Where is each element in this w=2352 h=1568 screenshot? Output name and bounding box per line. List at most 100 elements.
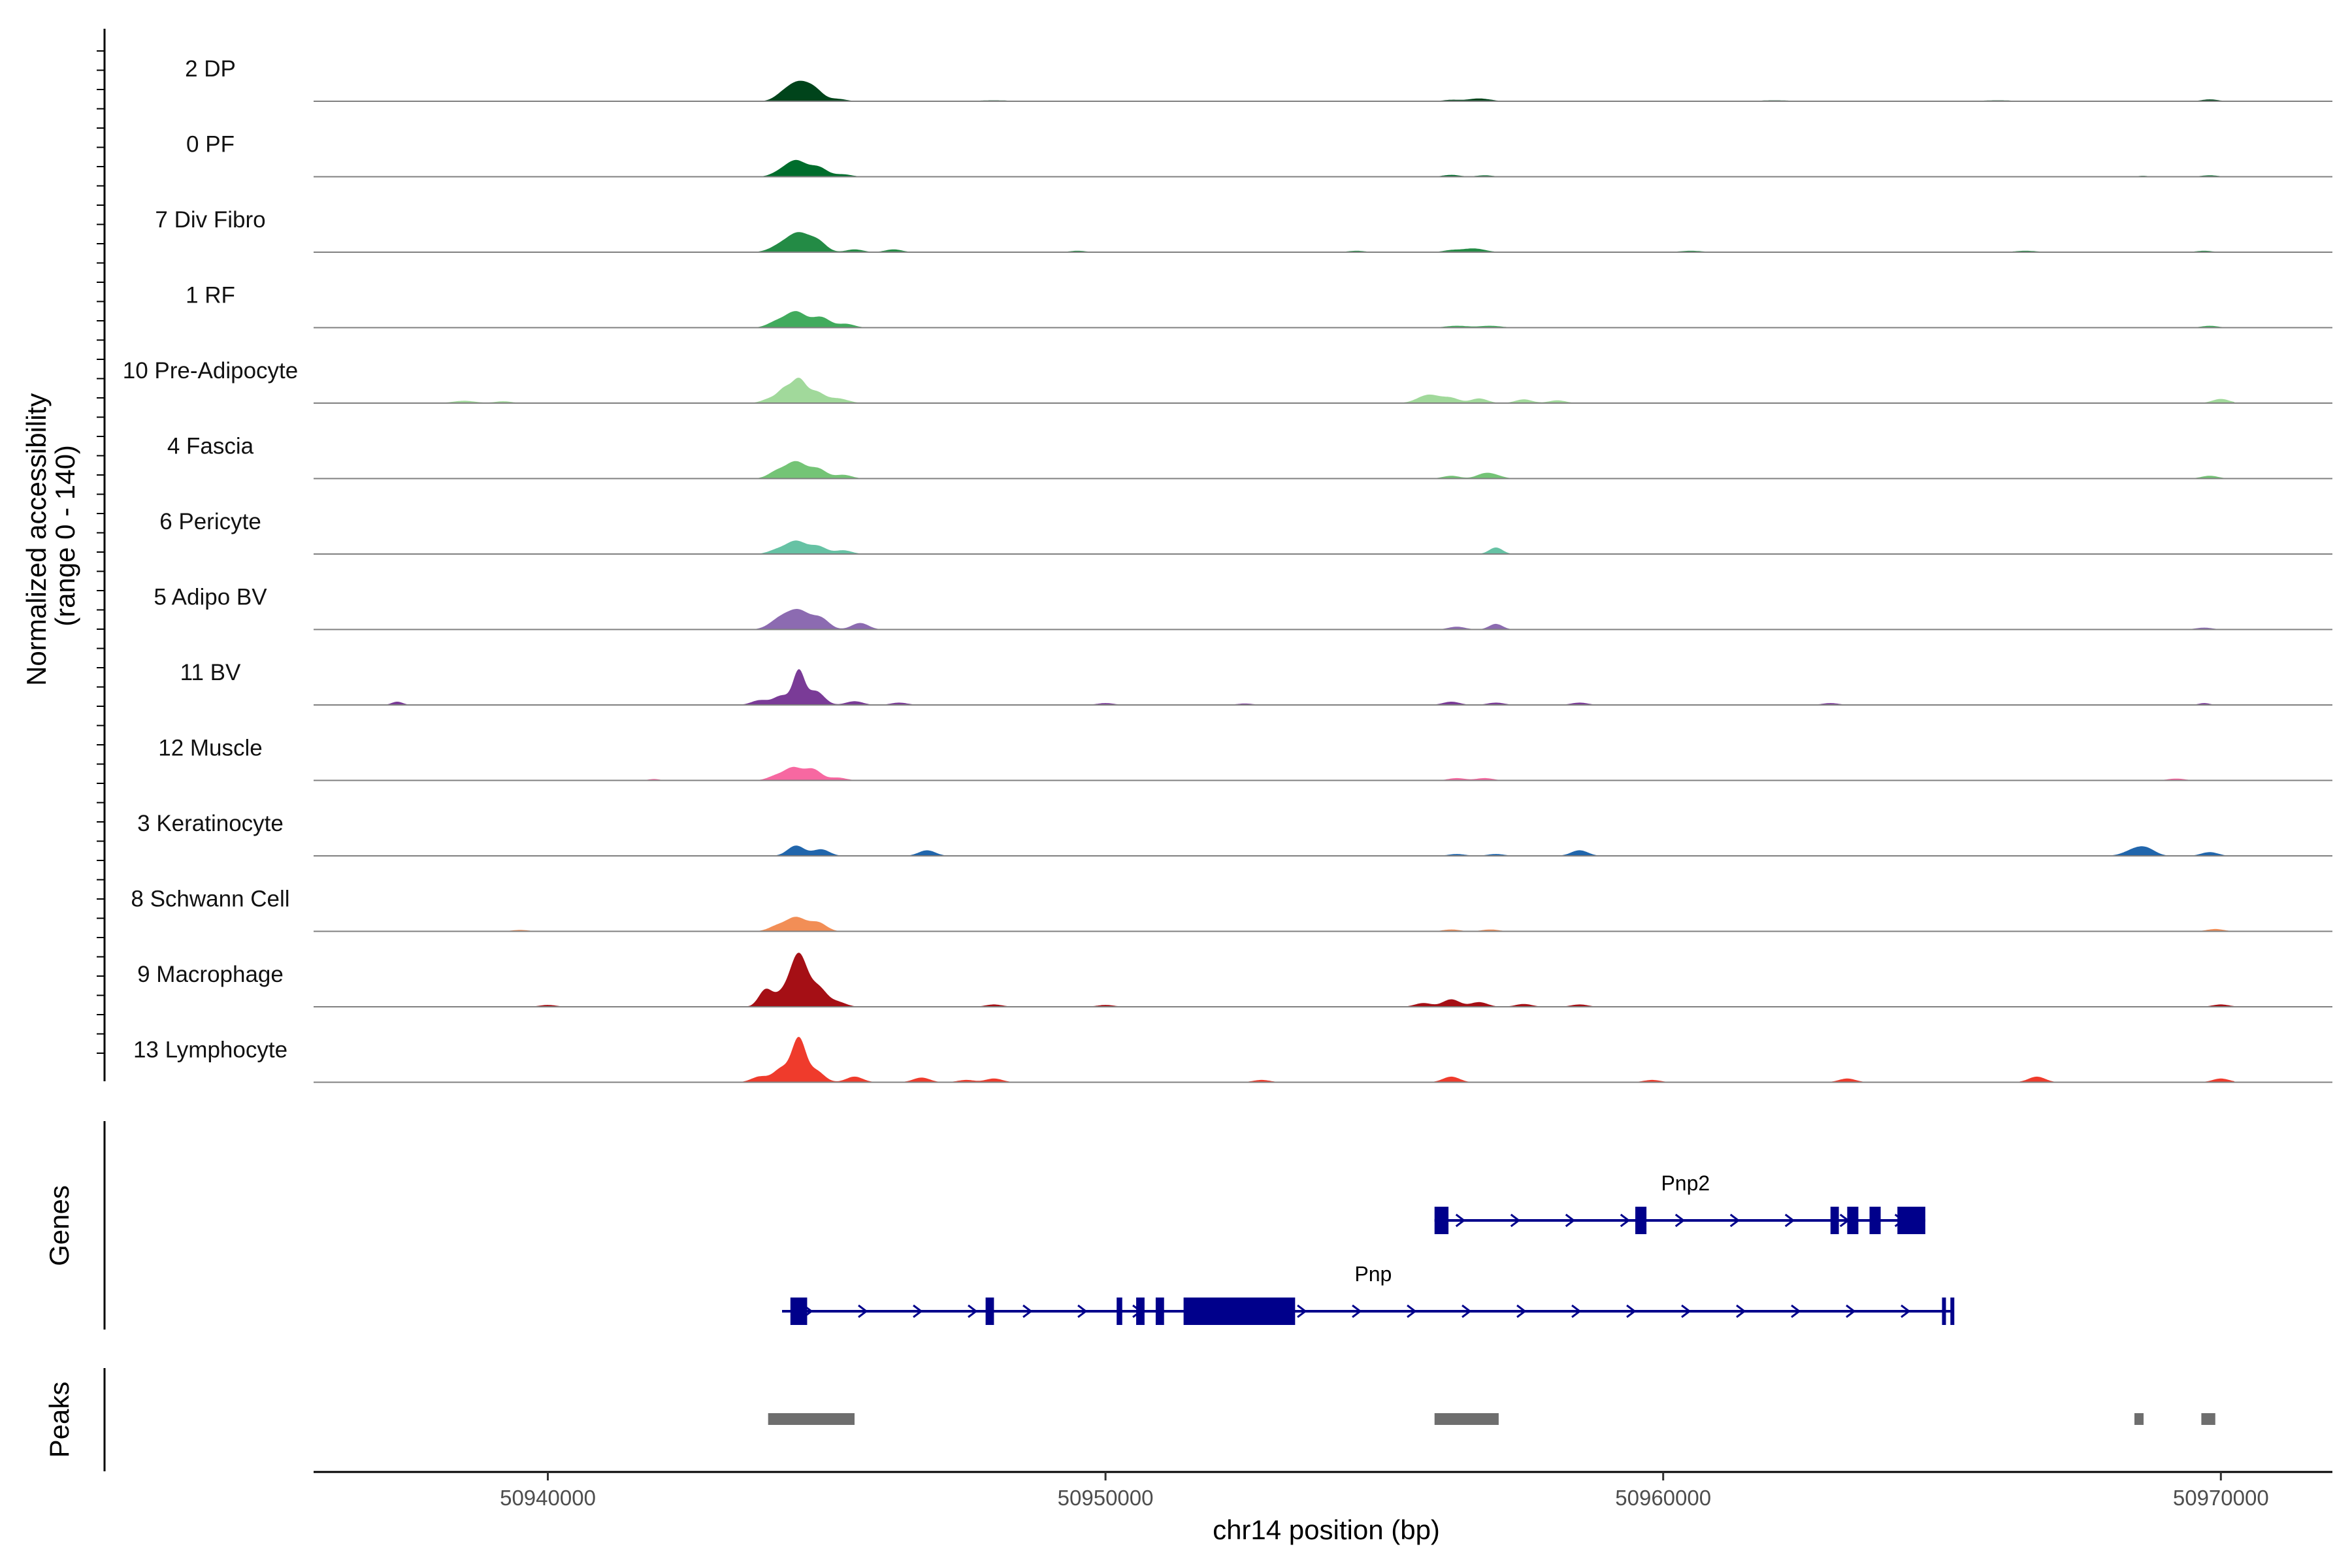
x-axis-title: chr14 position (bp): [1213, 1514, 1440, 1545]
track-label: 7 Div Fibro: [155, 207, 265, 233]
strand-arrow: [1297, 1304, 1307, 1318]
track-11: 3 Keratinocyte: [137, 811, 2332, 857]
gene-label: Pnp2: [1661, 1171, 1710, 1195]
coverage-area: [314, 609, 2234, 630]
coverage-area: [314, 1037, 2234, 1083]
track-label: 4 Fascia: [167, 434, 254, 459]
exon: [1136, 1298, 1145, 1325]
exon: [1847, 1207, 1859, 1234]
y-axis-title: Normalized accessibility (range 0 - 140): [21, 385, 80, 686]
track-label: 13 Lymphocyte: [133, 1037, 287, 1063]
track-5: 10 Pre-Adipocyte: [123, 358, 2332, 404]
track-7: 6 Pericyte: [159, 509, 2332, 555]
strand-arrow: [1729, 1213, 1740, 1228]
exon: [1635, 1207, 1647, 1234]
track-label: 3 Keratinocyte: [137, 811, 284, 836]
coverage-area: [314, 80, 2234, 101]
strand-arrow: [1620, 1213, 1631, 1228]
exon: [1434, 1207, 1449, 1234]
exon: [1183, 1298, 1296, 1325]
peak-region: [1434, 1413, 1499, 1425]
track-label: 0 PF: [186, 132, 235, 157]
track-10: 12 Muscle: [158, 736, 2332, 781]
strand-arrow: [1626, 1304, 1637, 1318]
exon: [1897, 1207, 1925, 1234]
coverage-area: [314, 311, 2234, 328]
track-label: 1 RF: [186, 283, 235, 308]
strand-arrow: [1022, 1304, 1033, 1318]
track-9: 11 BV: [180, 660, 2332, 706]
exon: [985, 1298, 994, 1325]
track-3: 7 Div Fibro: [155, 207, 2332, 253]
track-label: 10 Pre-Adipocyte: [123, 358, 298, 384]
exon: [1155, 1298, 1164, 1325]
exon: [790, 1298, 808, 1325]
track-8: 5 Adipo BV: [154, 585, 2332, 630]
track-6: 4 Fascia: [167, 434, 2332, 480]
track-label: 2 DP: [185, 56, 236, 82]
track-label: 5 Adipo BV: [154, 585, 267, 610]
strand-arrow: [968, 1304, 978, 1318]
gene-pnp: Pnp: [782, 1262, 1955, 1325]
track-13: 9 Macrophage: [137, 953, 2332, 1007]
strand-arrow: [1846, 1304, 1856, 1318]
peak-region: [2201, 1413, 2215, 1425]
coverage-area: [314, 540, 2234, 554]
strand-arrow: [1510, 1213, 1521, 1228]
strand-arrow: [1077, 1304, 1088, 1318]
track-14: 13 Lymphocyte: [133, 1037, 2332, 1083]
coverage-area: [314, 845, 2234, 856]
peak-region: [2134, 1413, 2144, 1425]
track-4: 1 RF: [186, 283, 2332, 329]
x-tick-label: 50970000: [2173, 1486, 2269, 1510]
gene-pnp2: Pnp2: [1434, 1171, 1925, 1234]
strand-arrow: [1462, 1304, 1472, 1318]
strand-arrow: [1455, 1213, 1466, 1228]
coverage-area: [314, 159, 2234, 177]
y-axis: [97, 29, 106, 1081]
exon: [1950, 1298, 1955, 1325]
track-label: 12 Muscle: [158, 736, 263, 761]
coverage-area: [314, 378, 2234, 403]
track-1: 2 DP: [185, 56, 2332, 102]
y-axis-title-line-1: Normalized accessibility: [21, 393, 52, 686]
exon: [1117, 1298, 1122, 1325]
x-tick-label: 50940000: [500, 1486, 596, 1510]
strand-arrow: [1681, 1304, 1691, 1318]
x-tick-label: 50950000: [1058, 1486, 1154, 1510]
gene-label: Pnp: [1354, 1262, 1392, 1286]
genes-track: Genes Pnp2 Pnp: [44, 1121, 1955, 1330]
coverage-area: [314, 669, 2234, 705]
strand-arrow: [1791, 1304, 1801, 1318]
exon: [1869, 1207, 1881, 1234]
peaks-track-label: Peaks: [44, 1382, 74, 1458]
exon: [1830, 1207, 1839, 1234]
peak-region: [768, 1413, 855, 1425]
strand-arrow: [1565, 1213, 1576, 1228]
strand-arrow: [1901, 1304, 1911, 1318]
y-axis-title-line-2: (range 0 - 140): [50, 445, 80, 627]
coverage-tracks: 2 DP 0 PF 7 Div Fibro 1 RF 10 Pre-Adipocyte 4…: [123, 56, 2332, 1083]
strand-arrow: [1674, 1213, 1686, 1228]
track-label: 8 Schwann Cell: [131, 887, 289, 912]
strand-arrow: [1352, 1304, 1362, 1318]
strand-arrow: [1736, 1304, 1746, 1318]
strand-arrow: [1784, 1213, 1795, 1228]
exon: [1942, 1298, 1946, 1325]
strand-arrow: [858, 1304, 868, 1318]
x-tick-label: 50960000: [1615, 1486, 1711, 1510]
strand-arrow: [1407, 1304, 1417, 1318]
genes-track-label: Genes: [44, 1185, 74, 1266]
track-2: 0 PF: [186, 132, 2332, 178]
coverage-area: [314, 461, 2234, 479]
track-label: 6 Pericyte: [159, 509, 261, 534]
track-12: 8 Schwann Cell: [131, 887, 2332, 932]
strand-arrow: [1516, 1304, 1527, 1318]
coverage-area: [314, 232, 2234, 252]
track-label: 11 BV: [180, 660, 241, 685]
peaks-track: Peaks: [44, 1368, 2215, 1471]
coverage-area: [314, 766, 2234, 781]
track-label: 9 Macrophage: [137, 962, 284, 987]
coverage-area: [314, 953, 2234, 1007]
